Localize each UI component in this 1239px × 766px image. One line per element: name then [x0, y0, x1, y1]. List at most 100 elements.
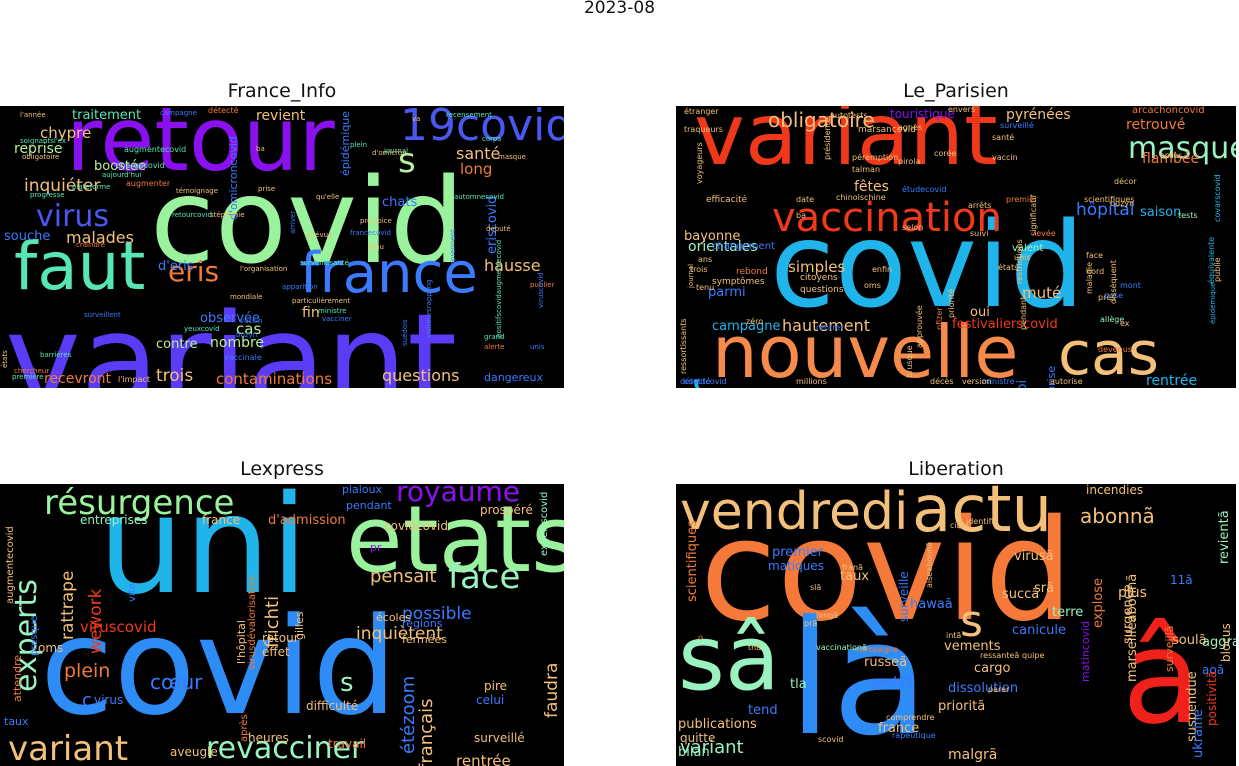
cloud-word: hausse: [484, 256, 541, 275]
cloud-word: surveillé: [474, 731, 525, 745]
cloud-word: rentrer: [816, 323, 844, 332]
cloud-word: cible: [950, 521, 969, 530]
cloud-word: virusdévalorisation: [247, 574, 258, 670]
cloud-word: qu'elle: [316, 193, 340, 201]
cloud-word: stéphanie: [210, 211, 245, 219]
cloud-word: là: [788, 587, 929, 766]
cloud-word: positivitã: [1205, 670, 1219, 726]
cloud-word: retourcovid: [172, 211, 212, 219]
cloud-word: malgrã: [948, 747, 998, 763]
cloud-word: cargo: [974, 661, 1011, 676]
cloud-word: taux: [4, 715, 29, 728]
cloud-word: problã: [872, 675, 914, 690]
cloud-word: version: [962, 377, 992, 386]
cloud-word: saison: [1140, 205, 1182, 220]
word-cloud-liberation: covidlàsâãâactuvendredisabonnãincendiesr…: [676, 484, 1236, 766]
cloud-word: cas: [1058, 319, 1160, 388]
cloud-word: virus: [36, 199, 110, 234]
cloud-word: apparition: [282, 283, 318, 291]
cloud-word: états: [1, 350, 9, 368]
cloud-word: aujourd'hui: [102, 171, 142, 179]
cloud-word: france: [202, 513, 241, 527]
cloud-word: étudecovid: [902, 185, 947, 194]
cloud-word: précipice: [360, 217, 392, 225]
cloud-word: écoles: [376, 611, 412, 624]
cloud-word: cœur: [150, 670, 203, 694]
cloud-word: inquiéter: [24, 176, 101, 196]
cloud-word: abonnã: [1080, 504, 1155, 528]
cloud-word: rentrée: [1146, 373, 1198, 388]
cloud-word: symptômes: [712, 277, 765, 287]
cloud-word: variant: [694, 106, 998, 185]
cloud-word: oms: [38, 641, 64, 655]
cloud-word: sâ: [678, 606, 781, 711]
cloud-word: corée: [934, 149, 957, 158]
cloud-word: aveugle: [170, 745, 218, 759]
cloud-word: d'omicron: [372, 149, 407, 157]
cloud-word: presque: [29, 615, 40, 656]
cloud-word: pensait: [370, 566, 437, 587]
cloud-word: ba: [796, 211, 806, 220]
cloud-word: hôpital: [1076, 200, 1135, 220]
cloud-word: prise: [258, 185, 276, 193]
cloud-word: â: [1122, 601, 1202, 753]
cloud-word: canicule: [1012, 623, 1066, 638]
cloud-word: revientã: [1217, 510, 1232, 564]
cloud-word: vaccin: [240, 317, 263, 325]
cloud-word: ex: [1120, 319, 1130, 328]
cloud-word: santé: [992, 133, 1015, 142]
cloud-word: ressortissants: [679, 318, 688, 374]
cloud-word: retrouvé: [1126, 117, 1186, 133]
cloud-word: publications: [678, 717, 757, 732]
cloud-word: simples: [788, 258, 846, 276]
cloud-word: unis: [530, 343, 545, 351]
cloud-word: francecovid: [350, 229, 391, 237]
cloud-word: pyrénées: [1006, 107, 1071, 123]
figure-title: 2023-08: [583, 0, 656, 18]
cloud-word: contaminations: [216, 370, 333, 388]
cloud-word: nord: [1086, 267, 1105, 276]
cloud-word: enfin: [872, 265, 893, 274]
cloud-word: faut: [14, 228, 146, 305]
cloud-word: selon: [902, 223, 924, 232]
cloud-word: prévue: [308, 231, 333, 239]
cloud-word: vaccinationã: [816, 643, 867, 652]
cloud-word: zéro: [746, 317, 764, 326]
cloud-word: retour: [66, 106, 335, 191]
cloud-word: 19covid: [400, 106, 564, 151]
cloud-word: étranger: [684, 107, 719, 116]
cloud-word: etats: [346, 486, 564, 593]
cloud-word: efficacité: [706, 195, 748, 205]
cloud-word: vements: [944, 639, 1001, 654]
cloud-word: scientifiques: [685, 520, 700, 602]
cloud-word: observée: [200, 311, 261, 326]
cloud-word: royaume: [396, 484, 521, 508]
cloud-word: vacciner: [322, 315, 352, 323]
cloud-word: retour: [262, 631, 299, 645]
cloud-word: progresse: [30, 191, 65, 199]
cloud-word: face: [1086, 251, 1104, 260]
cloud-word: détecté: [208, 106, 239, 115]
cloud-word: mont: [1120, 281, 1141, 290]
cloud-word: tenu: [368, 243, 384, 251]
cloud-word: résurgence: [44, 484, 235, 523]
cloud-word: russeã: [864, 655, 908, 670]
cloud-word: souche: [4, 229, 51, 244]
cloud-word: l'organisation: [240, 265, 288, 273]
cloud-word: surveille: [897, 571, 911, 622]
cloud-word: près: [1098, 293, 1116, 302]
cloud-word: rattrape: [58, 570, 78, 640]
cloud-word: variant: [5, 287, 458, 389]
cloud-word: péremption: [852, 153, 899, 162]
cloud-word: états: [998, 263, 1019, 272]
cloud-word: français: [416, 698, 437, 766]
cloud-word: ressanteã: [980, 651, 1020, 660]
cloud-word: revacciner: [206, 731, 364, 766]
cloud-word: positifscovidaugmentecovid: [495, 239, 503, 338]
cloud-word: mondiale: [230, 293, 263, 301]
cloud-word: flambée: [1142, 151, 1200, 167]
cloud-word: fermées: [402, 633, 447, 646]
cloud-word: présidente: [823, 117, 832, 160]
cloud-word: après: [1160, 151, 1183, 160]
cloud-word: covid: [700, 490, 1074, 653]
